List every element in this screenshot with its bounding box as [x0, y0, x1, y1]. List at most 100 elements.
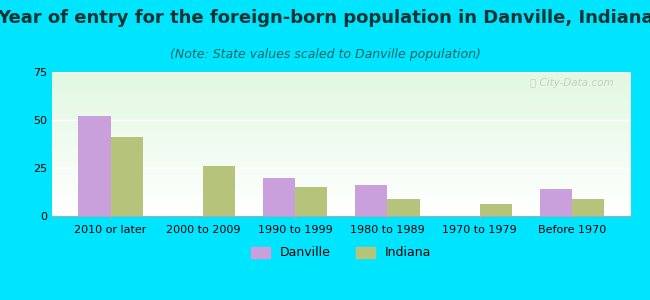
Bar — [387, 199, 420, 216]
Bar — [52, 189, 630, 190]
Bar — [52, 92, 630, 94]
Bar — [52, 108, 630, 110]
Bar — [52, 130, 630, 131]
Bar — [52, 187, 630, 189]
Bar — [52, 154, 630, 155]
Bar — [52, 210, 630, 212]
Bar — [52, 157, 630, 158]
Bar — [52, 140, 630, 141]
Bar — [52, 186, 630, 187]
Bar — [52, 213, 630, 214]
Bar — [52, 95, 630, 97]
Bar — [52, 148, 630, 150]
Bar — [52, 142, 630, 144]
Bar — [52, 127, 630, 128]
Bar — [52, 146, 630, 147]
Bar — [52, 209, 630, 210]
Bar — [52, 191, 630, 193]
Bar — [52, 173, 630, 174]
Bar — [52, 133, 630, 134]
Bar — [52, 125, 630, 127]
Bar — [52, 196, 630, 197]
Bar — [52, 169, 630, 170]
Bar — [52, 106, 630, 108]
Bar — [52, 122, 630, 124]
Bar — [52, 194, 630, 196]
Bar — [52, 75, 630, 76]
Bar — [52, 91, 630, 92]
Bar — [52, 200, 630, 202]
Bar — [52, 170, 630, 171]
Bar — [52, 82, 630, 83]
Bar — [52, 199, 630, 200]
Bar — [52, 128, 630, 130]
Bar — [52, 78, 630, 79]
Bar — [203, 166, 235, 216]
Bar — [52, 124, 630, 125]
Bar — [52, 214, 630, 216]
Bar — [52, 86, 630, 88]
Bar — [52, 99, 630, 101]
Bar — [52, 104, 630, 105]
Bar — [52, 177, 630, 178]
Bar — [52, 147, 630, 148]
Bar — [52, 131, 630, 133]
Bar — [111, 137, 143, 216]
Bar — [480, 205, 512, 216]
Bar — [52, 176, 630, 177]
Text: ⓘ City-Data.com: ⓘ City-Data.com — [530, 78, 613, 88]
Bar — [52, 102, 630, 104]
Bar — [52, 171, 630, 173]
Bar — [52, 74, 630, 75]
Bar — [52, 184, 630, 186]
Bar — [52, 158, 630, 160]
Bar — [52, 166, 630, 167]
Bar — [52, 81, 630, 82]
Bar — [52, 202, 630, 203]
Bar — [52, 190, 630, 191]
Bar — [52, 85, 630, 86]
Bar — [540, 189, 572, 216]
Bar — [52, 167, 630, 169]
Bar — [52, 155, 630, 157]
Bar — [52, 111, 630, 112]
Bar — [52, 174, 630, 176]
Bar — [52, 110, 630, 111]
Bar — [295, 187, 328, 216]
Bar — [52, 89, 630, 91]
Bar — [52, 151, 630, 153]
Bar — [52, 153, 630, 154]
Bar — [52, 118, 630, 119]
Bar — [263, 178, 295, 216]
Bar — [52, 164, 630, 166]
Bar — [52, 117, 630, 118]
Legend: Danville, Indiana: Danville, Indiana — [246, 242, 436, 265]
Bar — [52, 115, 630, 117]
Bar — [355, 185, 387, 216]
Bar — [52, 205, 630, 206]
Bar — [52, 79, 630, 81]
Bar — [52, 76, 630, 78]
Bar — [52, 105, 630, 106]
Bar — [52, 101, 630, 102]
Bar — [52, 114, 630, 115]
Bar — [52, 150, 630, 151]
Bar — [52, 72, 630, 74]
Bar — [52, 112, 630, 114]
Bar — [52, 160, 630, 161]
Bar — [52, 138, 630, 140]
Bar — [52, 206, 630, 207]
Bar — [572, 199, 604, 216]
Bar — [52, 141, 630, 142]
Bar — [52, 163, 630, 164]
Bar — [52, 83, 630, 85]
Bar — [52, 183, 630, 184]
Bar — [52, 94, 630, 95]
Bar — [52, 212, 630, 213]
Bar — [52, 135, 630, 137]
Text: (Note: State values scaled to Danville population): (Note: State values scaled to Danville p… — [170, 48, 480, 61]
Bar — [52, 161, 630, 163]
Bar — [52, 121, 630, 122]
Bar — [52, 197, 630, 199]
Bar — [78, 116, 111, 216]
